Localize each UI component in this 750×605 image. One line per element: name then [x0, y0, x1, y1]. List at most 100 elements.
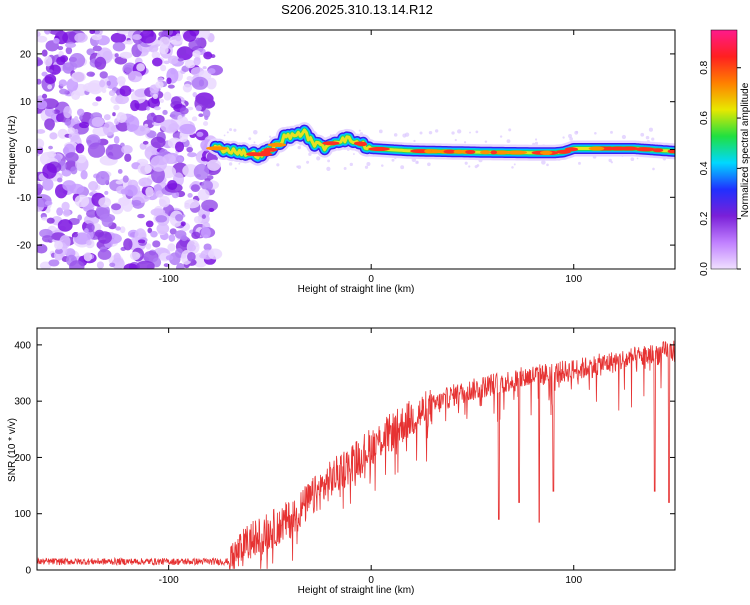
ridge-speckle — [327, 159, 331, 163]
noise-blob — [49, 132, 58, 140]
noise-blob — [138, 177, 153, 187]
ridge-speckle — [233, 128, 237, 132]
noise-blob — [61, 201, 70, 211]
noise-blob — [84, 214, 100, 225]
y-tick-label: -20 — [17, 241, 32, 252]
noise-blob — [119, 226, 126, 234]
noise-blob — [109, 262, 116, 268]
y-tick-label: 0 — [25, 566, 31, 577]
noise-blob — [169, 228, 177, 235]
colorbar-tick-label: 0.8 — [699, 60, 710, 74]
noise-blob — [193, 215, 202, 224]
noise-blob — [116, 112, 127, 123]
ridge-speckle — [457, 129, 462, 134]
noise-blob — [191, 116, 198, 122]
noise-blob — [146, 106, 150, 111]
noise-blob — [78, 121, 90, 129]
noise-blob — [191, 231, 201, 239]
ridge-speckle — [506, 139, 511, 144]
noise-blob — [151, 51, 161, 60]
noise-blob — [37, 243, 48, 254]
noise-blob — [139, 30, 157, 44]
ridge-hotspot — [453, 149, 465, 154]
noise-blob — [163, 60, 170, 65]
noise-blob — [119, 85, 132, 97]
y-tick-label: 0 — [25, 145, 31, 156]
ridge-speckle — [578, 161, 581, 165]
noise-blob — [177, 114, 183, 122]
noise-blob — [171, 191, 180, 199]
ridge-speckle — [636, 157, 639, 160]
noise-blob — [56, 56, 66, 66]
noise-blob — [58, 188, 64, 193]
ridge-speckle — [511, 166, 514, 169]
noise-blob — [83, 252, 93, 262]
noise-blob — [179, 123, 196, 135]
noise-blob — [121, 145, 133, 154]
noise-blob — [58, 79, 68, 87]
noise-blob — [187, 193, 193, 198]
noise-blob — [167, 55, 179, 65]
noise-blob — [198, 113, 204, 118]
noise-blob — [67, 127, 76, 134]
noise-blob — [165, 255, 174, 261]
noise-blob — [86, 209, 98, 218]
noise-blob — [159, 36, 171, 49]
noise-blob — [97, 249, 112, 260]
ridge-speckle — [378, 129, 383, 134]
ridge-hotspot — [424, 149, 432, 154]
noise-blob — [110, 32, 127, 44]
noise-blob — [57, 45, 64, 51]
noise-blob — [115, 94, 130, 105]
ridge-hotspot — [608, 146, 628, 151]
noise-blob — [157, 77, 164, 83]
x-tick-label: 0 — [368, 575, 374, 586]
noise-blob — [93, 30, 100, 35]
ridge-speckle — [349, 162, 353, 167]
ridge-speckle — [594, 131, 597, 135]
noise-blob — [99, 71, 108, 79]
noise-blob — [156, 40, 162, 45]
noise-blob — [162, 30, 174, 36]
ridge-speckle — [499, 135, 503, 138]
ridge-speckle — [610, 130, 613, 134]
ridge-speckle — [358, 129, 361, 132]
noise-blob — [88, 181, 99, 191]
noise-blob — [44, 107, 55, 117]
noise-blob — [80, 170, 88, 180]
noise-blob — [37, 57, 43, 67]
noise-blob — [147, 227, 153, 234]
ridge-hotspot — [588, 146, 605, 151]
noise-blob — [74, 232, 91, 245]
ridge-hotspot — [263, 147, 278, 152]
noise-blob — [115, 180, 124, 185]
ridge-speckle — [253, 129, 258, 135]
noise-blob — [42, 163, 57, 179]
noise-blob — [113, 136, 120, 144]
ridge-hotspot — [480, 150, 491, 155]
colorbar-tick-label: 0.4 — [699, 161, 710, 175]
noise-blob — [74, 194, 90, 208]
y-tick-label: -10 — [17, 193, 32, 204]
ridge-hotspot — [357, 142, 368, 147]
spectrogram-xlabel: Height of straight line (km) — [298, 284, 415, 295]
noise-blob — [91, 116, 105, 128]
noise-blob — [79, 115, 83, 120]
noise-blob — [160, 119, 179, 133]
ridge-speckle — [297, 165, 302, 169]
noise-blob — [155, 190, 164, 198]
spectrogram-ridge — [206, 122, 675, 166]
noise-blob — [186, 146, 194, 153]
noise-blob — [86, 239, 92, 246]
noise-blob — [41, 235, 53, 243]
noise-blob — [152, 93, 158, 100]
noise-blob — [175, 263, 185, 269]
ridge-speckle — [228, 162, 233, 166]
noise-blob — [103, 114, 111, 121]
noise-blob — [137, 163, 152, 175]
ridge-speckle — [419, 131, 423, 135]
noise-blob — [192, 91, 198, 98]
ridge-speckle — [451, 131, 455, 135]
ridge-speckle — [546, 163, 549, 167]
